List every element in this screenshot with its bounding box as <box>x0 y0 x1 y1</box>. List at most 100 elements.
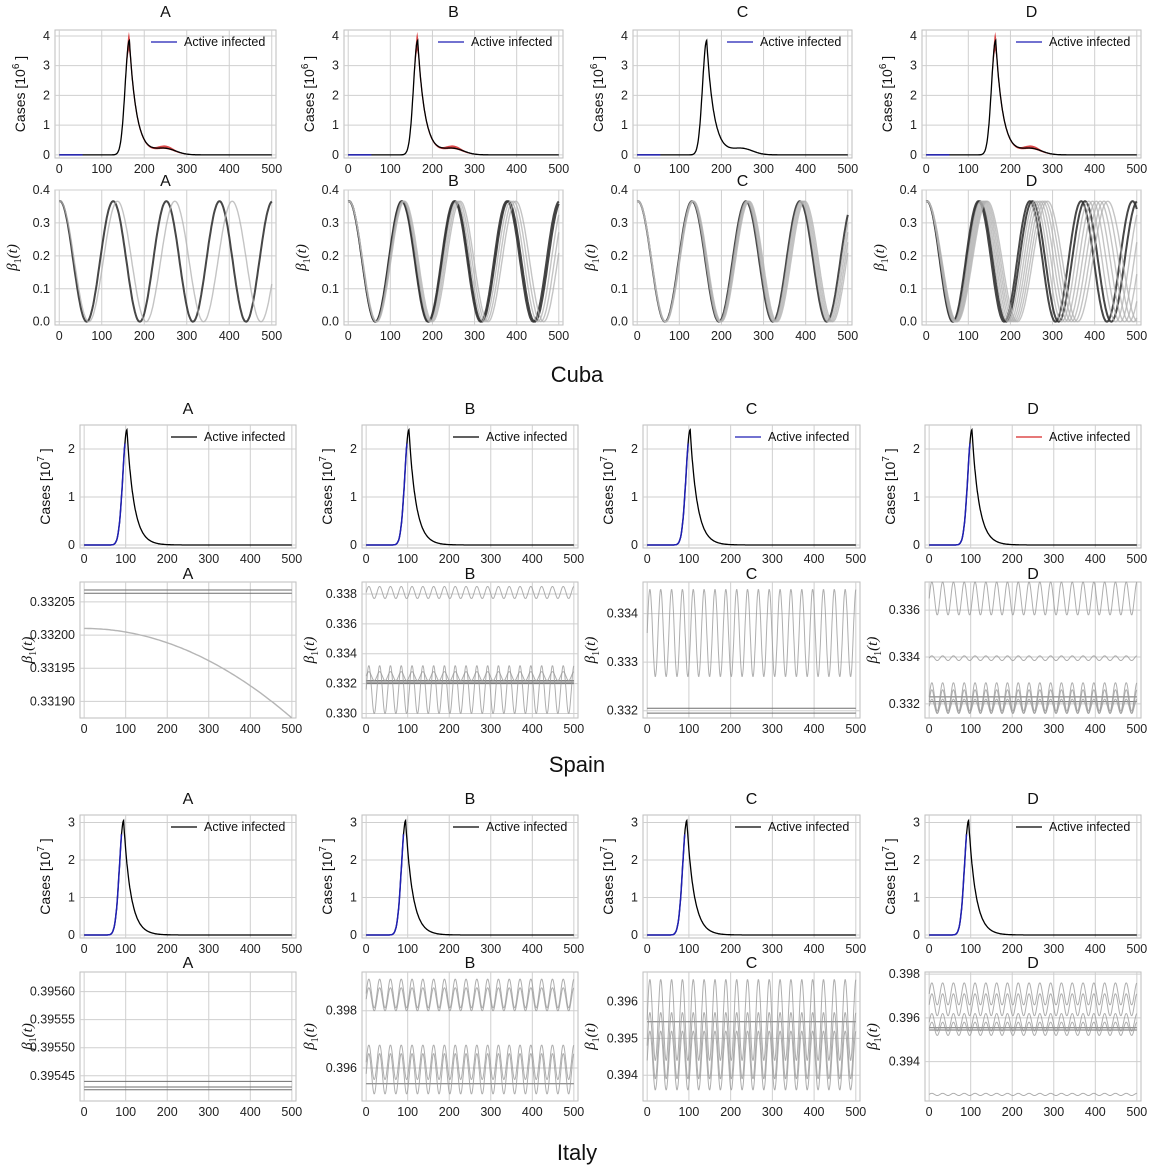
beta-osc-curve <box>928 1013 1138 1032</box>
beta-xtick-label: 100 <box>115 1105 136 1119</box>
beta-ytick-label: 0.333 <box>607 655 638 669</box>
beta-ytick-label: 0.2 <box>611 249 628 263</box>
cases-xtick-label: 300 <box>480 942 501 956</box>
beta-ytick-label: 0.334 <box>889 650 920 664</box>
beta-ytick-label: 0.3 <box>900 216 917 230</box>
cases-xtick-label: 500 <box>845 552 866 566</box>
cases-xtick-label: 300 <box>753 162 774 176</box>
beta-xtick-label: 500 <box>563 722 584 736</box>
beta-ylabel: β1(t) <box>20 1023 39 1051</box>
cases-xtick-label: 400 <box>804 942 825 956</box>
cases-line <box>637 38 848 156</box>
cases-ytick-label: 3 <box>631 816 638 830</box>
beta-xtick-label: 0 <box>345 329 352 343</box>
panel-title: B <box>465 955 476 972</box>
beta-xtick-label: 0 <box>926 722 933 736</box>
cases-xtick-label: 0 <box>923 162 930 176</box>
cases-xtick-label: 0 <box>926 552 933 566</box>
cases-xtick-label: 200 <box>439 942 460 956</box>
cases-xtick-label: 400 <box>219 162 240 176</box>
beta-frame <box>361 581 579 719</box>
beta-xtick-label: 0 <box>363 722 370 736</box>
cases-frame <box>361 814 579 939</box>
beta-ytick-label: 0.330 <box>326 707 357 721</box>
beta-ylabel: β1(t) <box>302 637 321 665</box>
beta-osc-curve <box>365 1044 575 1080</box>
beta-xtick-label: 300 <box>1042 329 1063 343</box>
cases-panel-cuba-A: 0 100 200 300 400 500 0 1 2 3 4 A Cases [106 ] Active… <box>11 4 282 176</box>
observed-data-line <box>647 834 686 936</box>
cases-xtick-label: 200 <box>157 552 178 566</box>
beta-ytick-label: 0.334 <box>326 647 357 661</box>
cases-ytick-label: 1 <box>43 118 50 132</box>
beta-ytick-label: 0.2 <box>900 249 917 263</box>
cases-xtick-label: 0 <box>363 552 370 566</box>
beta-xtick-label: 200 <box>711 329 732 343</box>
cases-frame <box>54 29 277 159</box>
cases-xtick-label: 500 <box>837 162 858 176</box>
cases-frame <box>924 814 1142 939</box>
cases-xtick-label: 400 <box>522 552 543 566</box>
beta-panel-spain-D: Dβ1(t) 0 100 200 300 400 500 0.332 0.334 0.336 <box>865 566 1147 736</box>
legend-label: Active infected <box>768 430 849 444</box>
beta-xtick-label: 500 <box>1126 1105 1147 1119</box>
cases-xtick-label: 100 <box>958 162 979 176</box>
cases-ytick-label: 2 <box>621 88 628 102</box>
cases-panel-spain-A: 0 100 200 300 400 500 0 1 2 A Cases [107 ] Active i… <box>36 401 302 566</box>
cases-frame <box>632 29 853 159</box>
beta-ytick-label: 0.4 <box>33 183 50 197</box>
beta-xtick-label: 300 <box>762 722 783 736</box>
beta-xtick-label: 300 <box>480 1105 501 1119</box>
beta-curve <box>925 200 1138 323</box>
cases-ytick-label: 1 <box>913 891 920 905</box>
legend-label: Active infected <box>760 35 841 49</box>
beta-xtick-label: 0 <box>363 1105 370 1119</box>
panel-title: A <box>183 955 194 972</box>
panel-title: B <box>465 791 476 808</box>
panel-title: C <box>746 791 758 808</box>
cases-xtick-label: 400 <box>506 162 527 176</box>
legend-label: Active infected <box>1049 430 1130 444</box>
beta-ytick-label: 0.394 <box>607 1068 638 1082</box>
cases-ytick-label: 0 <box>332 148 339 162</box>
cases-ytick-label: 2 <box>43 88 50 102</box>
cases-ytick-label: 1 <box>621 118 628 132</box>
panel-title: B <box>448 173 459 190</box>
country-label-italy: Italy <box>556 1140 598 1165</box>
beta-xtick-label: 500 <box>837 329 858 343</box>
legend-label: Active infected <box>486 430 567 444</box>
beta-xtick-label: 300 <box>464 329 485 343</box>
cases-xtick-label: 200 <box>422 162 443 176</box>
cases-xtick-label: 500 <box>548 162 569 176</box>
cases-xtick-label: 500 <box>281 552 302 566</box>
panel-title: D <box>1027 955 1039 972</box>
cases-ytick-label: 4 <box>910 29 917 43</box>
beta-xtick-label: 300 <box>753 329 774 343</box>
beta-osc-curve <box>365 665 575 714</box>
cases-ytick-label: 0 <box>631 538 638 552</box>
beta-osc-curve <box>928 581 1138 616</box>
beta-xtick-label: 400 <box>240 1105 261 1119</box>
beta-ylabel: β1(t) <box>583 244 602 272</box>
cases-frame <box>343 29 564 159</box>
cases-xtick-label: 300 <box>198 552 219 566</box>
beta-xtick-label: 200 <box>134 329 155 343</box>
cases-xtick-label: 100 <box>397 552 418 566</box>
panel-title: C <box>737 4 749 21</box>
cases-ytick-label: 4 <box>43 29 50 43</box>
cases-xtick-label: 500 <box>281 942 302 956</box>
cases-xtick-label: 200 <box>720 552 741 566</box>
beta-ytick-label: 0.332 <box>607 704 638 718</box>
beta-osc-curve <box>928 993 1138 1017</box>
beta-ytick-label: 0.396 <box>326 1061 357 1075</box>
beta-xtick-label: 100 <box>958 329 979 343</box>
cases-ylabel: Cases [107 ] <box>881 838 898 914</box>
observed-data-line <box>929 443 971 546</box>
cases-xtick-label: 300 <box>464 162 485 176</box>
cases-band <box>59 31 272 155</box>
beta-xtick-label: 0 <box>56 329 63 343</box>
beta-xtick-label: 100 <box>115 722 136 736</box>
cases-ytick-label: 0 <box>910 148 917 162</box>
cases-ylabel: Cases [106 ] <box>589 56 606 132</box>
cases-ylabel: Cases [107 ] <box>599 838 616 914</box>
